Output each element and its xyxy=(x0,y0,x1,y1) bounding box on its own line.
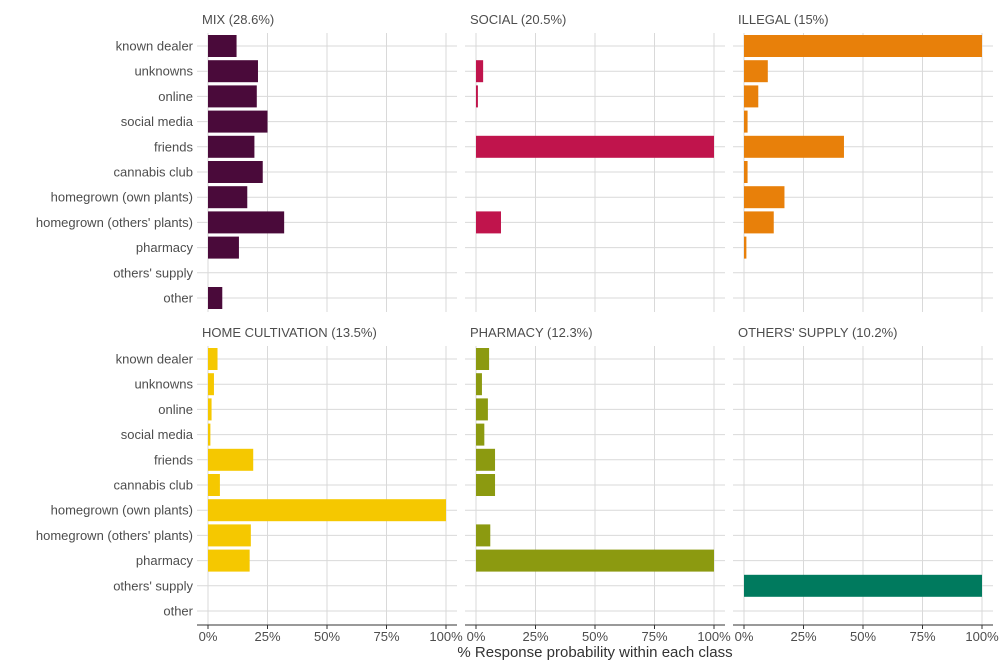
bar xyxy=(476,448,496,471)
bar xyxy=(476,348,490,370)
category-label: other xyxy=(163,291,193,306)
x-tick-label: 50% xyxy=(582,629,608,644)
category-label: others' supply xyxy=(113,265,193,280)
bar xyxy=(208,211,285,234)
bar xyxy=(208,398,212,421)
category-label: other xyxy=(163,604,193,619)
x-tick-label: 0% xyxy=(735,629,754,644)
bar xyxy=(476,85,478,108)
panel-title: PHARMACY (12.3%) xyxy=(470,325,593,340)
category-label: pharmacy xyxy=(136,240,194,255)
bar xyxy=(208,348,218,370)
panel-title: HOME CULTIVATION (13.5%) xyxy=(202,325,377,340)
bar xyxy=(208,135,255,158)
bar xyxy=(744,135,844,158)
bar xyxy=(744,85,759,108)
bar xyxy=(744,60,768,83)
category-label: pharmacy xyxy=(136,553,194,568)
x-tick-label: 75% xyxy=(373,629,399,644)
category-label: homegrown (others' plants) xyxy=(36,528,193,543)
category-label: friends xyxy=(154,452,194,467)
x-tick-label: 100% xyxy=(697,629,731,644)
category-label: known dealer xyxy=(116,352,194,367)
panel-title: MIX (28.6%) xyxy=(202,12,274,27)
bar xyxy=(476,60,484,83)
bar xyxy=(208,287,223,309)
x-tick-label: 25% xyxy=(522,629,548,644)
category-label: social media xyxy=(121,114,194,129)
bar xyxy=(208,373,214,396)
bar xyxy=(744,574,982,597)
bar xyxy=(476,474,496,496)
bar xyxy=(208,161,263,183)
x-tick-label: 0% xyxy=(199,629,218,644)
panel-title: OTHERS' SUPPLY (10.2%) xyxy=(738,325,898,340)
bar xyxy=(476,373,482,396)
category-label: social media xyxy=(121,427,194,442)
panel-3: ILLEGAL (15%) xyxy=(733,12,993,312)
category-label: cannabis club xyxy=(114,478,194,493)
bar xyxy=(744,110,748,133)
x-tick-label: 100% xyxy=(965,629,999,644)
bar xyxy=(744,186,785,209)
category-label: online xyxy=(158,89,193,104)
x-tick-label: 100% xyxy=(429,629,463,644)
x-tick-label: 25% xyxy=(254,629,280,644)
bar xyxy=(208,448,254,471)
bar xyxy=(208,524,251,547)
category-label: unknowns xyxy=(134,377,193,392)
x-tick-label: 75% xyxy=(909,629,935,644)
bar xyxy=(476,398,488,421)
category-label: homegrown (own plants) xyxy=(51,190,193,205)
bar xyxy=(208,85,257,108)
panel-2: SOCIAL (20.5%) xyxy=(465,12,725,312)
x-tick-label: 75% xyxy=(641,629,667,644)
bar xyxy=(476,524,491,547)
bar xyxy=(208,499,446,522)
x-axis-title: % Response probability within each class xyxy=(457,644,732,661)
bar xyxy=(744,35,982,57)
category-label: others' supply xyxy=(113,578,193,593)
bar xyxy=(208,186,248,209)
bar xyxy=(208,110,268,133)
bar xyxy=(476,549,714,572)
bar xyxy=(208,60,258,83)
panel-4: HOME CULTIVATION (13.5%) known dealer unkn… xyxy=(36,325,463,644)
category-label: unknowns xyxy=(134,64,193,79)
panel-5: PHARMACY (12.3%) 0% 25% 50% 75% 100% xyxy=(465,325,731,644)
bar xyxy=(744,211,774,234)
bar xyxy=(208,236,239,259)
category-label: friends xyxy=(154,139,194,154)
category-label: cannabis club xyxy=(114,165,194,180)
bar xyxy=(208,423,211,446)
x-tick-label: 50% xyxy=(314,629,340,644)
bar xyxy=(476,423,485,446)
x-tick-label: 50% xyxy=(850,629,876,644)
bar xyxy=(208,35,237,57)
panel-1: MIX (28.6%) known dealer unknowns online soc… xyxy=(36,12,457,312)
bar xyxy=(476,135,714,158)
x-tick-label: 25% xyxy=(790,629,816,644)
category-label: homegrown (others' plants) xyxy=(36,215,193,230)
category-label: homegrown (own plants) xyxy=(51,503,193,518)
category-label: known dealer xyxy=(116,39,194,54)
bar xyxy=(744,161,748,183)
panel-title: SOCIAL (20.5%) xyxy=(470,12,566,27)
panel-6: OTHERS' SUPPLY (10.2%) 0% 25% 50% 75% 100% xyxy=(733,325,999,644)
panel-title: ILLEGAL (15%) xyxy=(738,12,829,27)
bar xyxy=(208,474,220,496)
bar xyxy=(208,549,250,572)
x-tick-label: 0% xyxy=(467,629,486,644)
category-label: online xyxy=(158,402,193,417)
bar xyxy=(476,211,501,234)
bar xyxy=(744,236,747,259)
